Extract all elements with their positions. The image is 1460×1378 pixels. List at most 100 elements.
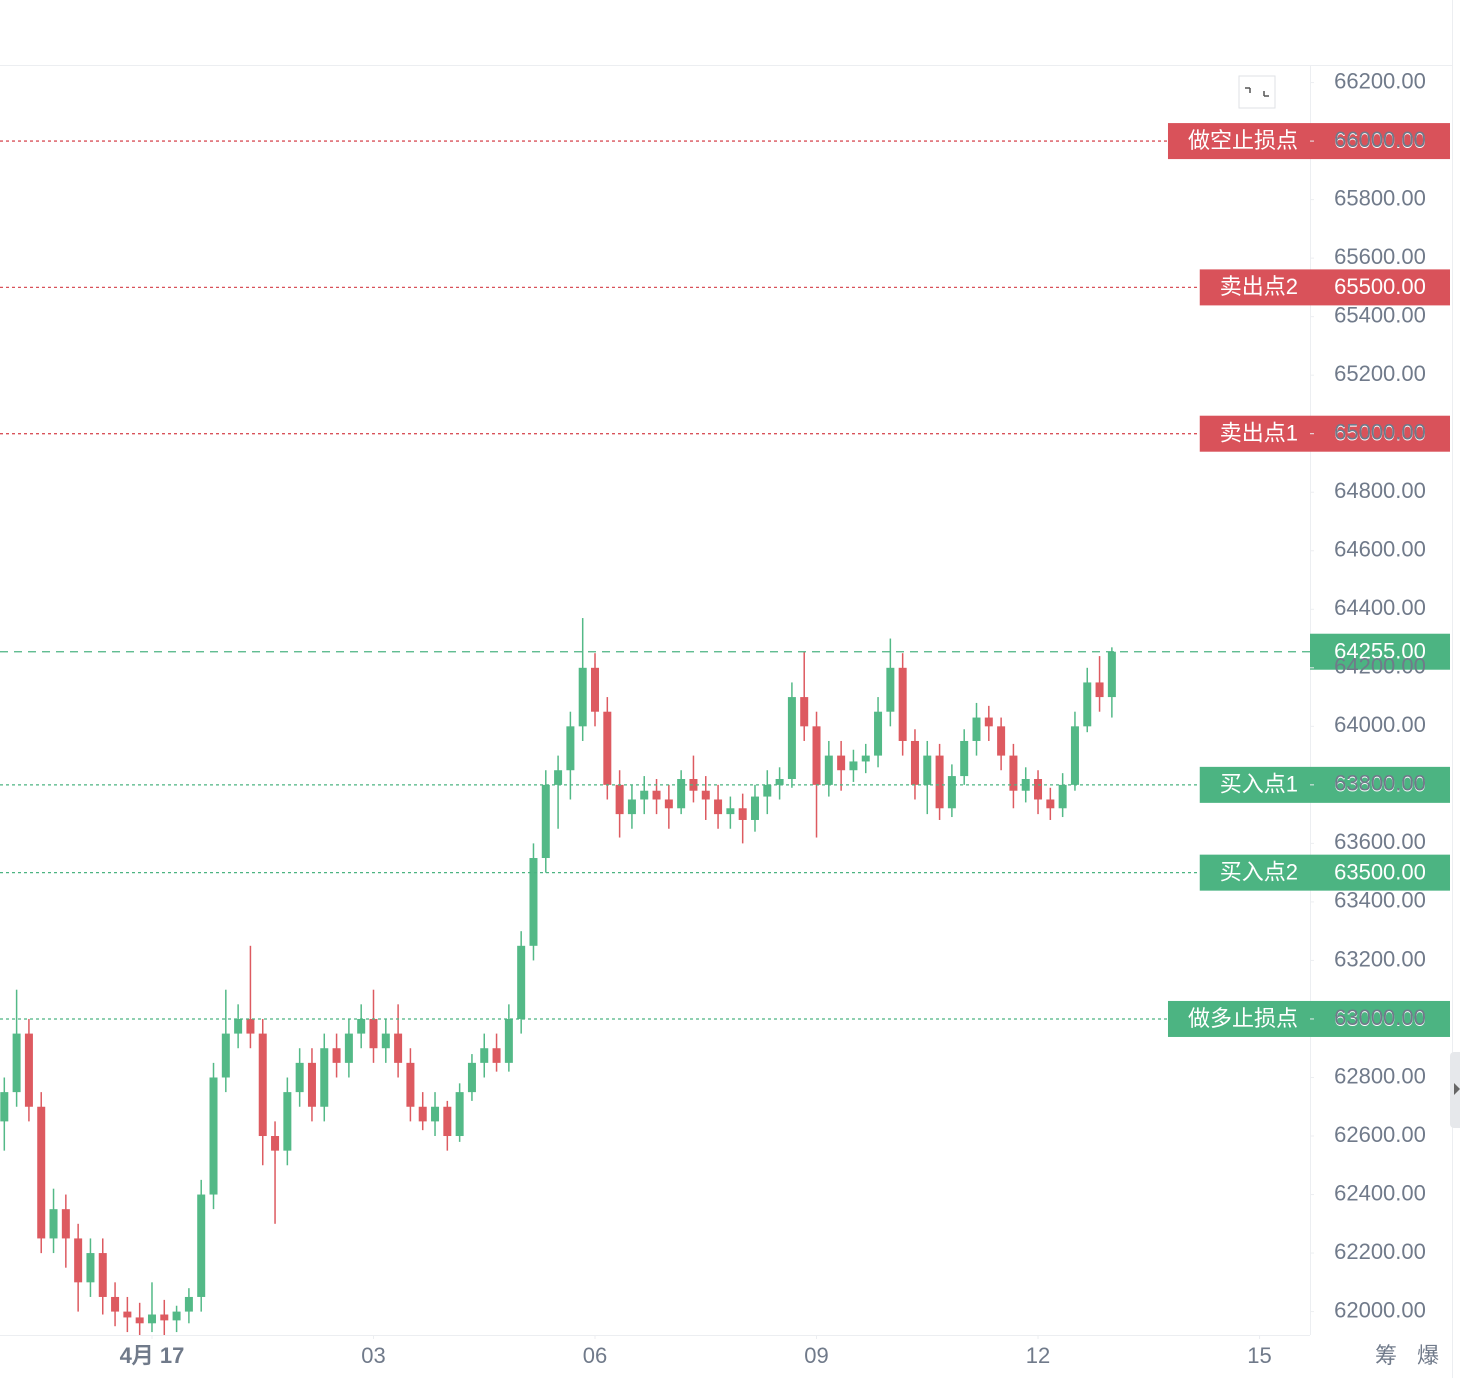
- candle-body: [627, 799, 636, 815]
- candle-body: [861, 755, 870, 762]
- candle-body: [1009, 755, 1018, 791]
- y-tick-label: 66200.00: [1334, 68, 1426, 93]
- candle-body: [1095, 682, 1104, 698]
- candle-body: [1046, 799, 1055, 809]
- candle-body: [1021, 779, 1030, 791]
- expand-icon[interactable]: [1245, 87, 1269, 97]
- candle-body: [947, 776, 956, 809]
- candle-body: [984, 717, 993, 727]
- candle-body: [886, 667, 895, 712]
- side-tab[interactable]: [1450, 1052, 1460, 1128]
- candle-body: [332, 1048, 341, 1063]
- candle-body: [307, 1062, 316, 1107]
- y-tick-label: 63000.00: [1334, 1005, 1426, 1030]
- y-tick-label: 62800.00: [1334, 1063, 1426, 1088]
- candle-body: [1070, 726, 1079, 785]
- candle-body: [344, 1033, 353, 1063]
- price-badge: [1167, 1000, 1450, 1037]
- y-tick-label: 62200.00: [1334, 1239, 1426, 1264]
- y-tick-label: 62000.00: [1334, 1297, 1426, 1322]
- x-tick-label: 09: [804, 1343, 828, 1368]
- price-badge: [1167, 123, 1450, 160]
- y-tick-label: 65200.00: [1334, 361, 1426, 386]
- price-line: 买入点2 63500.00: [0, 854, 1450, 891]
- candle-body: [738, 808, 747, 820]
- candle-body: [935, 755, 944, 809]
- candle-body: [775, 779, 784, 785]
- expand-button[interactable]: [1238, 75, 1276, 109]
- price-line: 卖出点1 65000.00: [0, 415, 1450, 452]
- candle-body: [800, 697, 809, 727]
- candle-body: [837, 755, 846, 771]
- candle-body: [677, 779, 686, 809]
- candle-body: [98, 1253, 107, 1297]
- candle-body: [566, 726, 575, 771]
- price-line-label: 做多止损点: [1188, 1006, 1298, 1031]
- price-line-label: 做空止损点: [1188, 128, 1298, 153]
- x-tick-label: 4月 17: [120, 1343, 185, 1368]
- candle-body: [910, 740, 919, 785]
- price-badge-value: 66000.00: [1334, 128, 1426, 153]
- candle-body: [258, 1033, 267, 1137]
- candle-body: [86, 1253, 95, 1283]
- candle-body: [554, 770, 563, 785]
- price-line-label: 买入点2: [1220, 859, 1298, 884]
- candle-body: [591, 667, 600, 712]
- candle-body: [369, 1018, 378, 1049]
- candle-body: [1083, 682, 1092, 727]
- candle-body: [664, 799, 673, 809]
- price-line: 卖出点2 65500.00: [0, 269, 1450, 306]
- candle-body: [701, 790, 710, 800]
- candle-body: [135, 1317, 144, 1324]
- y-tick-label: 63400.00: [1334, 888, 1426, 913]
- price-badge: [1199, 766, 1450, 803]
- candle-body: [750, 796, 759, 820]
- y-tick-label: 64200.00: [1334, 654, 1426, 679]
- price-badge-value: 65500.00: [1334, 274, 1426, 299]
- side-tab-arrow[interactable]: [1454, 1083, 1460, 1095]
- x-tick-label: 06: [583, 1343, 607, 1368]
- candle-body: [381, 1033, 390, 1049]
- candle-body: [160, 1314, 169, 1321]
- price-line-label: 买入点1: [1220, 772, 1298, 797]
- candle-body: [1107, 651, 1116, 698]
- candle-body: [418, 1106, 427, 1122]
- price-badge-value: 63800.00: [1334, 772, 1426, 797]
- candle-body: [123, 1311, 132, 1318]
- candle-body: [898, 667, 907, 741]
- candle-body: [431, 1106, 440, 1122]
- price-badge-value: 63000.00: [1334, 1006, 1426, 1031]
- candle-body: [517, 945, 526, 1019]
- price-badge: [1310, 633, 1450, 670]
- price-line: 做空止损点 66000.00: [0, 123, 1450, 160]
- candle-body: [320, 1048, 329, 1107]
- candle-body: [197, 1194, 206, 1297]
- candle-body: [37, 1106, 46, 1239]
- y-tick-label: 64400.00: [1334, 595, 1426, 620]
- candle-body: [812, 726, 821, 785]
- candle-body: [529, 858, 538, 946]
- candle-body: [960, 740, 969, 777]
- corner-label: 筹: [1375, 1343, 1397, 1368]
- candle-body: [246, 1018, 255, 1034]
- candle-body: [541, 784, 550, 859]
- candle-body: [61, 1209, 70, 1239]
- expand-box[interactable]: [1238, 75, 1276, 109]
- price-line-label: 卖出点2: [1220, 274, 1298, 299]
- candle-body: [221, 1033, 230, 1078]
- candle-body: [234, 1018, 243, 1034]
- candle-body: [972, 717, 981, 741]
- y-tick-label: 66000.00: [1334, 127, 1426, 152]
- candle-body: [184, 1296, 193, 1312]
- x-tick-label: 03: [361, 1343, 385, 1368]
- price-badge-value: 65000.00: [1334, 421, 1426, 446]
- y-tick-label: 64000.00: [1334, 712, 1426, 737]
- price-badge-value: 64255.00: [1334, 639, 1426, 664]
- price-line: 买入点1 63800.00: [0, 766, 1450, 803]
- candle-body: [615, 784, 624, 815]
- candle-body: [997, 726, 1006, 756]
- price-badge: [1199, 854, 1450, 891]
- candle-body: [49, 1209, 58, 1239]
- candle-body: [726, 808, 735, 815]
